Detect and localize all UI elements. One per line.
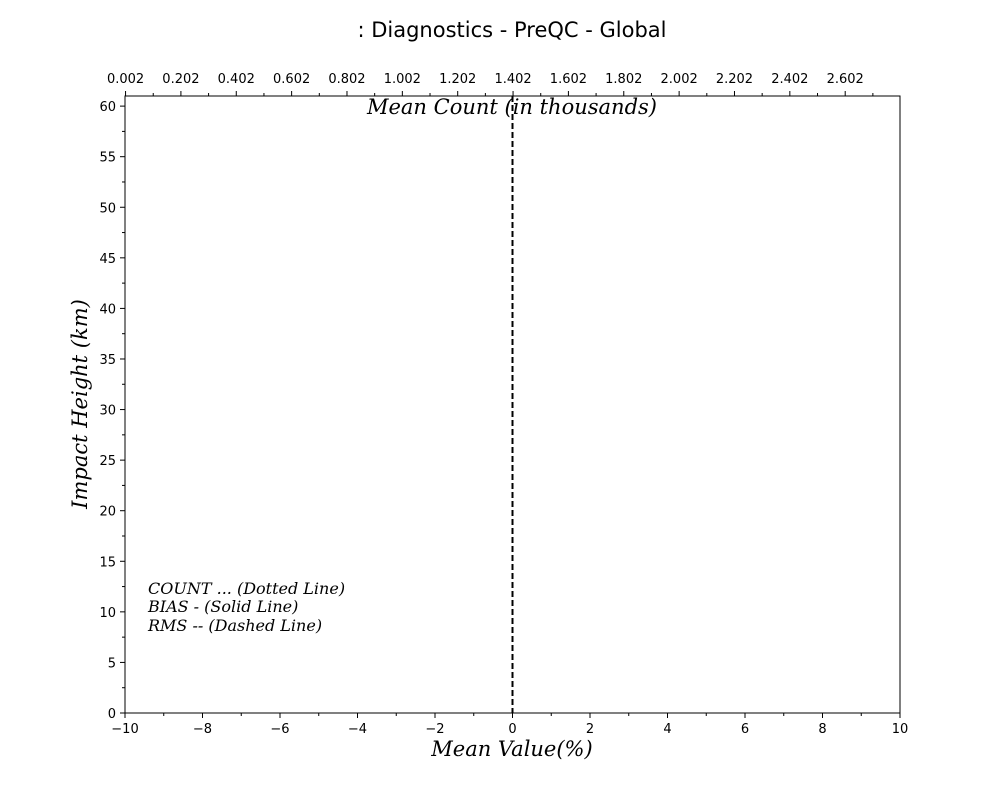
plot-frame	[124, 95, 901, 714]
x-tick-label: −4	[348, 722, 367, 737]
legend-line-rms: RMS -- (Dashed Line)	[147, 616, 322, 635]
legend-note: COUNT ... (Dotted Line) BIAS - (Solid Li…	[147, 579, 345, 635]
x-axis-label: Mean Value(%)	[430, 737, 592, 761]
x-tick-label: 4	[663, 722, 671, 737]
ticks-layer: −10 −8 −6 −4 −2 0 2 4 6 8 10 0 5 10 15 20 25 30 35 40 45 50 55…	[99, 72, 908, 737]
legend-line-bias: BIAS - (Solid Line)	[147, 597, 298, 616]
y-tick-label: 20	[99, 505, 116, 520]
y-tick-label: 15	[99, 555, 116, 570]
top-x-tick-label: 2.602	[827, 72, 864, 87]
top-x-tick-label: 0.602	[273, 72, 310, 87]
y-tick-label: 5	[108, 656, 116, 671]
top-x-tick-label: 1.202	[439, 72, 476, 87]
top-x-tick-label: 1.002	[384, 72, 421, 87]
top-x-axis-label: Mean Count (in thousands)	[366, 95, 657, 119]
y-tick-label: 35	[99, 353, 116, 368]
y-axis-label: Impact Height (km)	[68, 299, 92, 510]
top-x-tick-label: 1.602	[550, 72, 587, 87]
top-x-tick-label: 0.202	[162, 72, 199, 87]
y-tick-label: 0	[108, 707, 116, 722]
top-x-tick-label: 2.402	[771, 72, 808, 87]
y-tick-label: 10	[99, 606, 116, 621]
top-x-tick-label: 0.402	[218, 72, 255, 87]
y-tick-label: 50	[99, 201, 116, 216]
x-tick-label: 2	[586, 722, 594, 737]
top-x-tick-label: 1.402	[494, 72, 531, 87]
chart-title: : Diagnostics - PreQC - Global	[357, 18, 666, 42]
top-x-tick-label: 0.802	[328, 72, 365, 87]
x-tick-label: 6	[741, 722, 749, 737]
y-tick-label: 30	[99, 404, 116, 419]
legend-line-count: COUNT ... (Dotted Line)	[148, 579, 345, 598]
y-tick-label: 45	[99, 252, 116, 267]
x-tick-label: 10	[892, 722, 909, 737]
x-tick-label: −2	[425, 722, 444, 737]
top-x-tick-label: 2.202	[716, 72, 753, 87]
x-tick-label: −10	[111, 722, 138, 737]
top-x-tick-label: 1.802	[605, 72, 642, 87]
y-tick-label: 25	[99, 454, 116, 469]
y-tick-label: 60	[99, 100, 116, 115]
x-tick-label: −6	[270, 722, 289, 737]
x-tick-label: 0	[508, 722, 516, 737]
top-x-tick-label: 0.002	[107, 72, 144, 87]
top-x-tick-label: 2.002	[661, 72, 698, 87]
x-tick-label: 8	[818, 722, 826, 737]
y-tick-label: 55	[99, 151, 116, 166]
x-tick-label: −8	[193, 722, 212, 737]
y-tick-label: 40	[99, 302, 116, 317]
